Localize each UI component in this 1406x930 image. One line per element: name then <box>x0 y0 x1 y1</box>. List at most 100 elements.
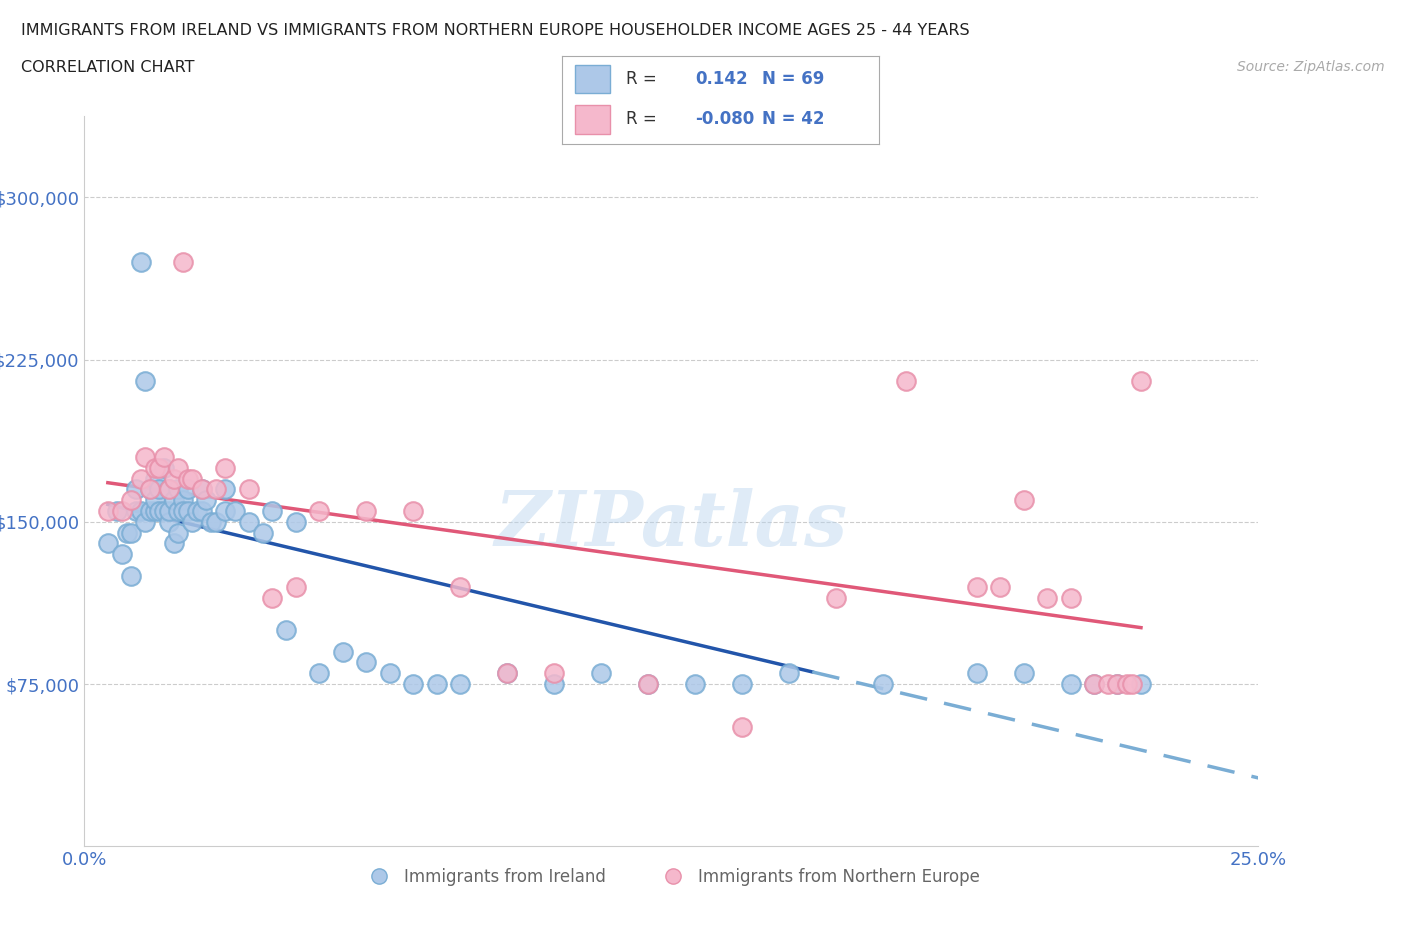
Point <box>176 503 198 518</box>
Point <box>129 472 152 486</box>
Point <box>97 536 120 551</box>
Point <box>238 482 260 497</box>
Point <box>308 503 330 518</box>
Point <box>896 374 918 389</box>
Text: Source: ZipAtlas.com: Source: ZipAtlas.com <box>1237 60 1385 74</box>
Point <box>157 482 180 497</box>
Point <box>543 666 565 681</box>
Point <box>1121 677 1143 692</box>
Point <box>402 677 425 692</box>
Point <box>191 482 214 497</box>
Point <box>191 482 214 497</box>
Point <box>637 677 659 692</box>
Point <box>125 482 148 497</box>
Point <box>129 503 152 518</box>
Point <box>224 503 246 518</box>
Point <box>120 568 142 583</box>
Point <box>205 482 228 497</box>
Point <box>134 374 156 389</box>
Point <box>402 503 425 518</box>
Legend: Immigrants from Ireland, Immigrants from Northern Europe: Immigrants from Ireland, Immigrants from… <box>356 861 987 893</box>
Point <box>1115 677 1137 692</box>
Point <box>172 503 194 518</box>
Point <box>1107 677 1129 692</box>
Point <box>214 503 236 518</box>
FancyBboxPatch shape <box>575 65 610 93</box>
Point <box>1012 493 1035 508</box>
Point <box>1059 591 1081 605</box>
Point <box>176 482 198 497</box>
Point <box>284 514 307 529</box>
Point <box>262 591 284 605</box>
Point <box>824 591 846 605</box>
Point <box>162 493 184 508</box>
Text: CORRELATION CHART: CORRELATION CHART <box>21 60 194 75</box>
Point <box>1036 591 1059 605</box>
Point <box>162 472 184 486</box>
Point <box>543 677 565 692</box>
Point <box>195 493 218 508</box>
Point <box>105 503 128 518</box>
Point <box>111 503 134 518</box>
Point <box>167 482 190 497</box>
Point <box>139 482 162 497</box>
Point <box>778 666 800 681</box>
Point <box>637 677 659 692</box>
Point <box>172 255 194 270</box>
Point <box>143 503 166 518</box>
Point <box>966 666 988 681</box>
Point <box>449 677 471 692</box>
Point <box>162 536 184 551</box>
Point <box>496 666 519 681</box>
Point <box>186 503 208 518</box>
Point <box>134 449 156 464</box>
Point <box>988 579 1011 594</box>
Point <box>214 482 236 497</box>
Point <box>683 677 706 692</box>
Point <box>143 460 166 475</box>
Point <box>1083 677 1105 692</box>
Point <box>139 503 162 518</box>
Point <box>120 493 142 508</box>
Point <box>111 547 134 562</box>
Point <box>1012 666 1035 681</box>
Point <box>157 514 180 529</box>
Point <box>148 482 170 497</box>
Point <box>176 472 198 486</box>
Point <box>205 514 228 529</box>
Text: 0.142: 0.142 <box>696 70 748 87</box>
Point <box>143 472 166 486</box>
Text: IMMIGRANTS FROM IRELAND VS IMMIGRANTS FROM NORTHERN EUROPE HOUSEHOLDER INCOME AG: IMMIGRANTS FROM IRELAND VS IMMIGRANTS FR… <box>21 23 970 38</box>
Text: ZIPatlas: ZIPatlas <box>495 488 848 562</box>
Point <box>449 579 471 594</box>
Point <box>589 666 612 681</box>
Point <box>731 720 754 735</box>
Point <box>1083 677 1105 692</box>
Point <box>129 255 152 270</box>
Point <box>262 503 284 518</box>
FancyBboxPatch shape <box>575 105 610 134</box>
Point <box>308 666 330 681</box>
Point <box>125 503 148 518</box>
Point <box>181 472 204 486</box>
Text: -0.080: -0.080 <box>696 111 755 128</box>
Point <box>731 677 754 692</box>
Point <box>139 482 162 497</box>
Point <box>1130 374 1153 389</box>
Point <box>167 525 190 540</box>
Point <box>153 460 176 475</box>
Point <box>167 503 190 518</box>
Point <box>252 525 274 540</box>
Point <box>191 503 214 518</box>
Point <box>966 579 988 594</box>
Point <box>872 677 894 692</box>
Point <box>157 482 180 497</box>
Point <box>97 503 120 518</box>
Point <box>378 666 401 681</box>
Point <box>157 503 180 518</box>
Point <box>354 503 377 518</box>
Point <box>120 525 142 540</box>
Point <box>148 460 170 475</box>
Point <box>496 666 519 681</box>
Point <box>354 655 377 670</box>
